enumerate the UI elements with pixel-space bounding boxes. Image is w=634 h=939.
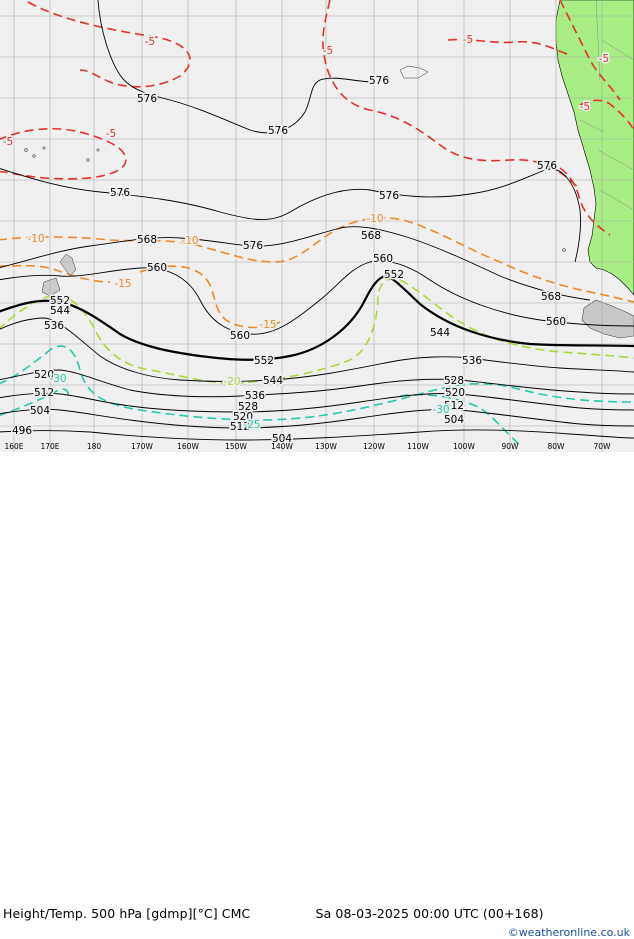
height-contour-label: 536 — [245, 390, 265, 402]
temperature-contour-label: -5 — [463, 34, 473, 46]
graticule — [0, 0, 634, 452]
longitude-label: 120W — [363, 442, 385, 451]
ocean — [0, 0, 634, 452]
height-contour-label: 552 — [384, 269, 404, 281]
height-contour-label: 560 — [230, 330, 250, 342]
temperature-contours-minus5 — [0, 0, 634, 236]
temperature-contour-label: -30 — [49, 373, 66, 385]
longitude-label: 70W — [594, 442, 612, 451]
temperature-contour-label: -5 — [145, 36, 155, 48]
height-contour-label: 520 — [34, 369, 54, 381]
height-contour-label: 576 — [537, 160, 557, 172]
longitude-label: 170E — [40, 442, 59, 451]
height-contour-label: 512 — [230, 421, 250, 433]
height-contour-label: 528 — [444, 375, 464, 387]
height-contour-label: 544 — [50, 305, 70, 317]
temperature-contour-label: -15 — [114, 278, 131, 290]
temperature-contour-labels: -5 -5 -5 -5 -5 -5 -5 -10 -10 -10 -15 -15 -20 -25 -30 -3… — [1, 33, 610, 433]
longitude-label: 160E — [4, 442, 23, 451]
temperature-contour-label: -5 — [3, 136, 13, 148]
title-text: Height/Temp. 500 hPa [gdmp][°C] CMC — [3, 906, 251, 921]
longitude-label: 170W — [131, 442, 153, 451]
height-contour-label: 504 — [272, 433, 292, 445]
height-contour-label: 504 — [444, 414, 464, 426]
height-contour-label: 576 — [379, 190, 399, 202]
height-contour-label: 560 — [147, 262, 167, 274]
longitude-label: 100W — [453, 442, 475, 451]
longitude-labels: 160E 170E 180 170W 160W 150W 140W 130W 120W 110W 1… — [4, 442, 611, 451]
height-contour-label: 512 — [34, 387, 54, 399]
height-contour-label: 520 — [233, 411, 253, 423]
height-contour-label: 512 — [444, 400, 464, 412]
map-title: Height/Temp. 500 hPa [gdmp][°C] CMC Sa 0… — [3, 906, 544, 921]
temperature-contour-label: -10 — [366, 213, 383, 225]
longitude-label: 110W — [407, 442, 429, 451]
credit-link[interactable]: ©weatheronline.co.uk — [507, 926, 630, 939]
longitude-label: 90W — [502, 442, 520, 451]
height-contour-label: 536 — [462, 355, 482, 367]
temperature-contour-label: -10 — [27, 233, 44, 245]
longitude-label: 180 — [87, 442, 102, 451]
height-contour-552-bold — [0, 274, 634, 361]
height-contour-label: 560 — [373, 253, 393, 265]
height-contour-label: 504 — [30, 405, 50, 417]
temperature-contour-label: -5 — [599, 53, 609, 65]
height-contour-label: 528 — [238, 401, 258, 413]
longitude-label: 150W — [225, 442, 247, 451]
height-contour-label: 568 — [361, 230, 381, 242]
height-contour-label: 576 — [137, 93, 157, 105]
height-contour-label: 576 — [369, 75, 389, 87]
height-contour-label: 576 — [243, 240, 263, 252]
height-contour-label: 520 — [445, 387, 465, 399]
temperature-contours-minus25 — [0, 345, 634, 446]
height-contour-label: 568 — [137, 234, 157, 246]
temperature-contour-label: -5 — [106, 128, 116, 140]
height-contour-label: 552 — [254, 355, 274, 367]
height-contour-label: 576 — [110, 187, 130, 199]
temperature-contour-label: -10 — [181, 235, 198, 247]
height-contour-label: 576 — [268, 125, 288, 137]
temperature-contour-label: -5 — [580, 101, 590, 113]
map-canvas: 576 576 576 576 576 576 576 568 568 568 560 560 560 5… — [0, 0, 634, 452]
height-contour-label: 544 — [263, 375, 283, 387]
valid-time: Sa 08-03-2025 00:00 UTC (00+168) — [315, 906, 544, 921]
longitude-label: 140W — [271, 442, 293, 451]
height-contour-label: 544 — [430, 327, 450, 339]
height-contour-label: 560 — [546, 316, 566, 328]
longitude-label: 130W — [315, 442, 337, 451]
height-contour-labels: 576 576 576 576 576 576 576 568 568 568 560 560 560 5… — [10, 74, 567, 447]
temperature-contour-label: -25 — [243, 419, 260, 431]
longitude-label: 160W — [177, 442, 199, 451]
temperature-contour-label: -5 — [323, 45, 333, 57]
height-contour-label: 496 — [12, 425, 32, 437]
longitude-label: 80W — [548, 442, 566, 451]
temperature-contour-label: -15 — [259, 319, 276, 331]
height-contour-label: 568 — [541, 291, 561, 303]
temperature-contours-minus20 — [0, 277, 634, 385]
map-footer: Height/Temp. 500 hPa [gdmp][°C] CMC Sa 0… — [0, 452, 634, 939]
height-contour-label: 552 — [50, 295, 70, 307]
height-contour-label: 536 — [44, 320, 64, 332]
temperature-contour-label: -30 — [432, 404, 449, 416]
temperature-contour-label: -20 — [223, 376, 240, 388]
title-spacer — [250, 906, 315, 921]
